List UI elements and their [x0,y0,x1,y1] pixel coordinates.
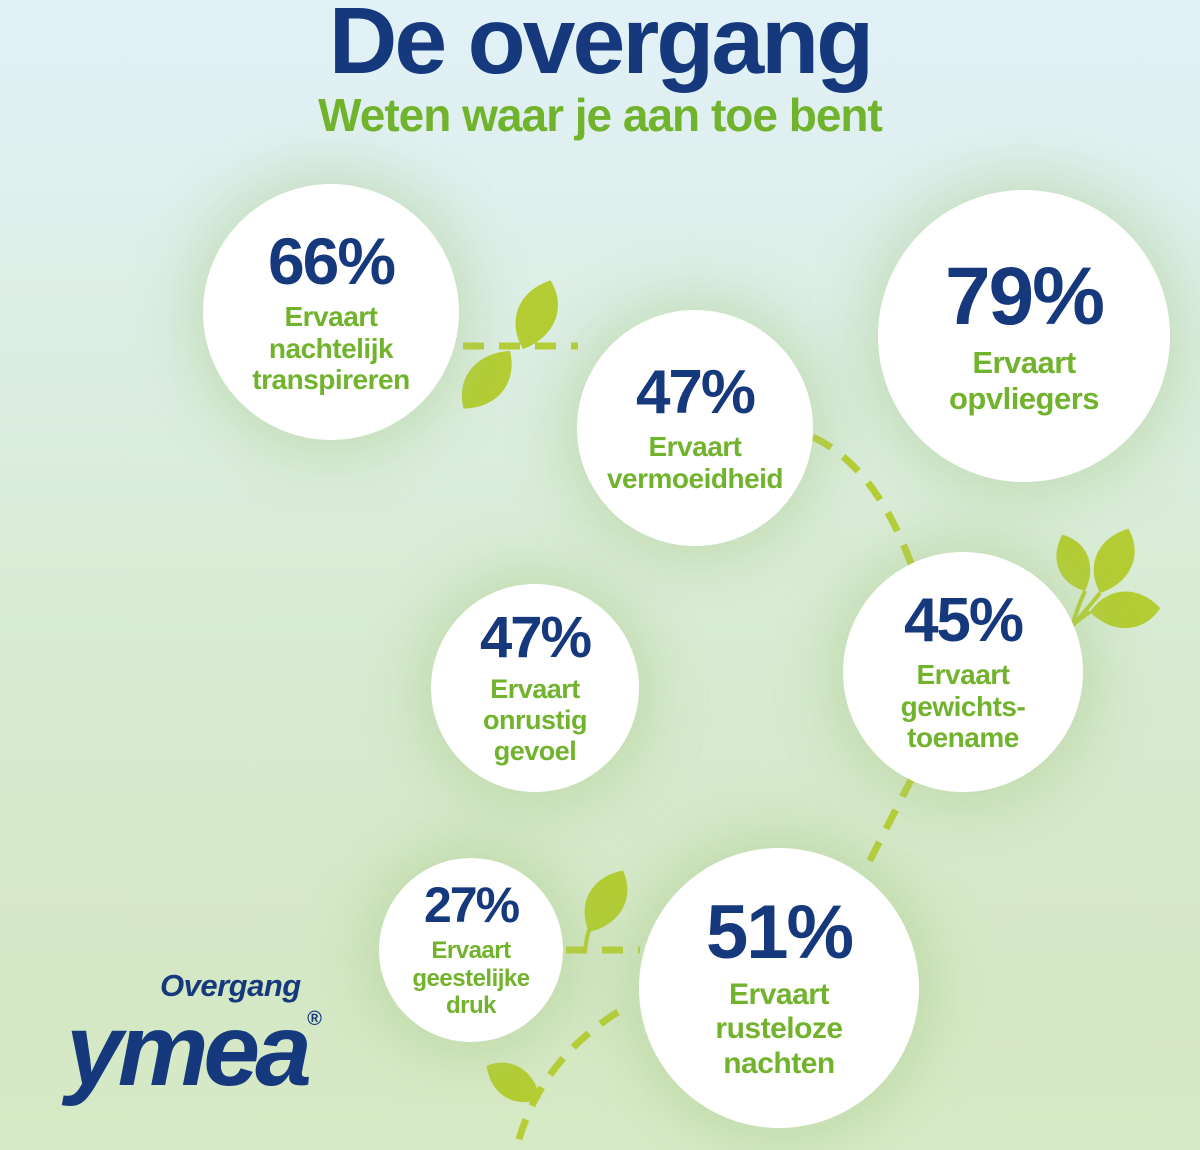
stat-label: Ervaart opvliegers [948,345,1100,416]
leaf-icon [1091,526,1137,596]
connector-51-bottom [512,1009,620,1150]
ymea-logo-brand: ymea® [66,999,322,1101]
stat-bubble-opvliegers: 79% Ervaart opvliegers [878,190,1170,482]
connector-45-51 [860,776,916,874]
stat-percentage: 51% [705,890,854,976]
stat-label: Ervaart vermoeidheid [606,430,784,494]
stat-bubble-gewichtstoename: 45% Ervaart gewichts- toename [843,552,1083,792]
registered-trademark-icon: ® [306,1008,322,1030]
stat-bubble-onrustig-gevoel: 47% Ervaart onrustig gevoel [431,584,639,792]
leaf-icon [580,865,632,938]
ymea-logo-wordmark: ymea [66,993,312,1107]
page-subtitle: Weten waar je aan toe bent [318,88,883,141]
ymea-logo: Overgang ymea® [66,968,322,1101]
stat-percentage: 66% [267,223,396,298]
leaf-icon [480,1058,547,1107]
ymea-logo-overline: Overgang [160,968,301,1003]
dashed-connector-lines [463,342,918,1150]
stat-label: Ervaart gewichts- toename [900,658,1026,754]
stat-percentage: 47% [635,357,756,427]
header: De overgang Weten waar je aan toe bent [0,0,1200,142]
stat-label: Ervaart geestelijke druk [412,937,530,1020]
page-title: De overgang [328,0,874,94]
leaf-icon [514,278,560,351]
leaf-icon [455,339,519,420]
stat-bubble-vermoeidheid: 47% Ervaart vermoeidheid [577,310,813,546]
stat-percentage: 45% [903,585,1024,655]
connector-79-45 [811,433,918,574]
stat-percentage: 79% [944,251,1105,343]
stat-label: Ervaart rusteloze nachten [715,978,843,1080]
stat-percentage: 27% [423,877,520,934]
stat-bubble-rusteloze-nachten: 51% Ervaart rusteloze nachten [639,848,919,1128]
stat-label: Ervaart nachtelijk transpireren [252,300,410,396]
stat-bubble-nachtelijk-transpireren: 66% Ervaart nachtelijk transpireren [203,184,459,440]
stat-percentage: 47% [479,605,592,671]
stat-bubble-geestelijke-druk: 27% Ervaart geestelijke druk [379,858,563,1042]
stat-label: Ervaart onrustig gevoel [483,674,588,766]
